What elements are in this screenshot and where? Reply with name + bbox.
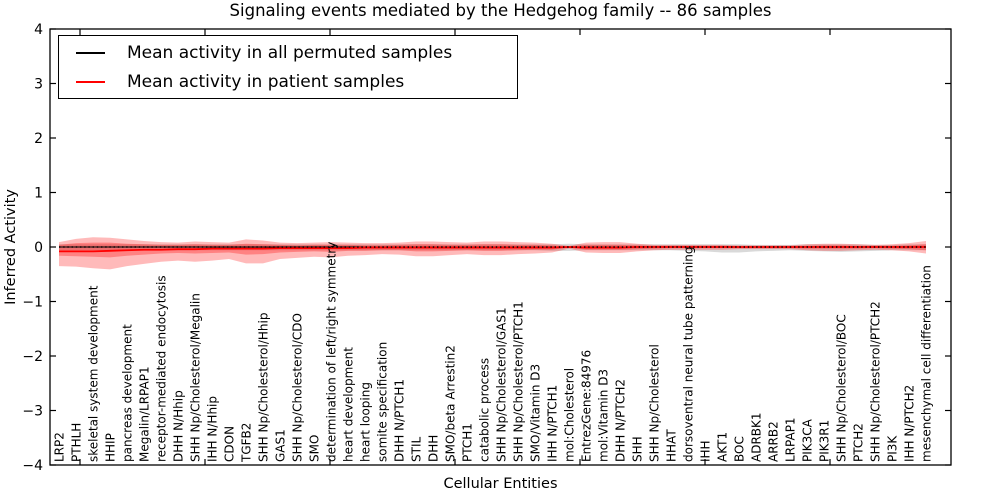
y-tick-label: 3 <box>34 77 43 93</box>
patient-line-swatch <box>76 80 105 83</box>
x-tick-label: CDON <box>223 426 237 462</box>
x-tick-label: LRPAP1 <box>784 417 798 462</box>
red-outer-confidence-band <box>59 237 926 270</box>
x-tick-label: determination of left/right symmetry <box>325 242 339 462</box>
x-tick-label: GAS1 <box>274 429 288 462</box>
x-tick-label: somite specification <box>376 342 390 462</box>
x-tick-label: PIK3R1 <box>818 420 832 462</box>
y-tick-label: −2 <box>22 349 43 365</box>
legend-label-patient: Mean activity in patient samples <box>127 71 405 92</box>
x-tick-label: PTCH2 <box>852 423 866 462</box>
x-tick-label: PIK3CA <box>801 418 815 462</box>
x-tick-label: DHH <box>427 435 441 462</box>
x-tick-label: SHH Np/Cholesterol/PTCH1 <box>512 301 526 462</box>
x-tick-label: EntrezGene:84976 <box>580 350 594 462</box>
y-tick-label: 2 <box>34 131 43 147</box>
x-tick-label: SHH Np/Cholesterol/BOC <box>835 314 849 462</box>
x-tick-label: SHH Np/Cholesterol <box>648 344 662 462</box>
x-tick-label: PTHLH <box>70 423 84 462</box>
y-tick-label: 4 <box>34 22 43 38</box>
x-tick-label: DHH N/PTCH2 <box>614 379 628 462</box>
permuted-line-swatch <box>76 51 105 54</box>
x-tick-label: IHH <box>699 440 713 462</box>
x-tick-label: TGFB2 <box>240 423 254 463</box>
x-tick-label: SHH <box>631 436 645 462</box>
x-tick-label: SMO <box>308 435 322 462</box>
x-tick-label: DHH N/Hhip <box>172 390 186 462</box>
x-tick-label: PTCH1 <box>461 423 475 462</box>
legend-label-permuted: Mean activity in all permuted samples <box>127 42 453 63</box>
y-axis-label: Inferred Activity <box>3 189 19 305</box>
x-axis-label: Cellular Entities <box>443 476 558 492</box>
x-tick-label: Megalin/LRPAP1 <box>138 366 152 462</box>
x-tick-label: heart looping <box>359 382 373 462</box>
x-tick-label: HHIP <box>104 433 118 462</box>
x-tick-label: receptor-mediated endocytosis <box>155 275 169 462</box>
y-tick-label: −3 <box>22 404 43 420</box>
y-tick-label: −1 <box>22 295 43 311</box>
x-tick-label: heart development <box>342 347 356 462</box>
x-tick-label: IHH N/PTCH2 <box>903 385 917 462</box>
x-tick-label: SMO/Vitamin D3 <box>529 364 543 462</box>
legend-item-permuted: Mean activity in all permuted samples <box>76 43 517 63</box>
x-tick-label: LRP2 <box>53 432 67 462</box>
x-tick-label: catabolic process <box>478 358 492 462</box>
x-tick-label: mol:Vitamin D3 <box>597 369 611 462</box>
x-tick-label: mesenchymal cell differentiation <box>920 265 934 462</box>
x-tick-label: SHH Np/Cholesterol/PTCH2 <box>869 301 883 462</box>
chart-title: Signaling events mediated by the Hedgeho… <box>229 1 772 20</box>
x-tick-label: dorsoventral neural tube patterning <box>682 246 696 462</box>
y-tick-label: −4 <box>22 458 43 474</box>
x-tick-label: SHH Np/Cholesterol/CDO <box>291 313 305 462</box>
x-tick-label: AKT1 <box>716 432 730 462</box>
x-tick-label: PI3K <box>886 435 900 462</box>
x-tick-label: mol:Cholesterol <box>563 368 577 462</box>
x-tick-label: skeletal system development <box>87 285 101 462</box>
y-tick-label: 1 <box>34 186 43 202</box>
x-tick-label: HHAT <box>665 429 679 462</box>
legend-item-patient: Mean activity in patient samples <box>76 72 517 92</box>
x-tick-label: SHH Np/Cholesterol/Megalin <box>189 293 203 462</box>
x-tick-label: IHH N/PTCH1 <box>546 385 560 462</box>
x-tick-label: SHH Np/Cholesterol/GAS1 <box>495 307 509 462</box>
x-tick-label: SHH Np/Cholesterol/Hhip <box>257 313 271 462</box>
y-tick-label: 0 <box>34 240 43 256</box>
x-tick-label: SMO/beta Arrestin2 <box>444 345 458 462</box>
legend: Mean activity in all permuted samples Me… <box>58 35 518 99</box>
x-tick-label: STIL <box>410 437 424 462</box>
x-tick-label: ADRBK1 <box>750 412 764 462</box>
x-tick-label: IHH N/Hhip <box>206 396 220 462</box>
x-tick-label: DHH N/PTCH1 <box>393 379 407 462</box>
x-tick-label: pancreas development <box>121 324 135 462</box>
x-tick-label: ARRB2 <box>767 421 781 462</box>
x-tick-label: BOC <box>733 436 747 462</box>
